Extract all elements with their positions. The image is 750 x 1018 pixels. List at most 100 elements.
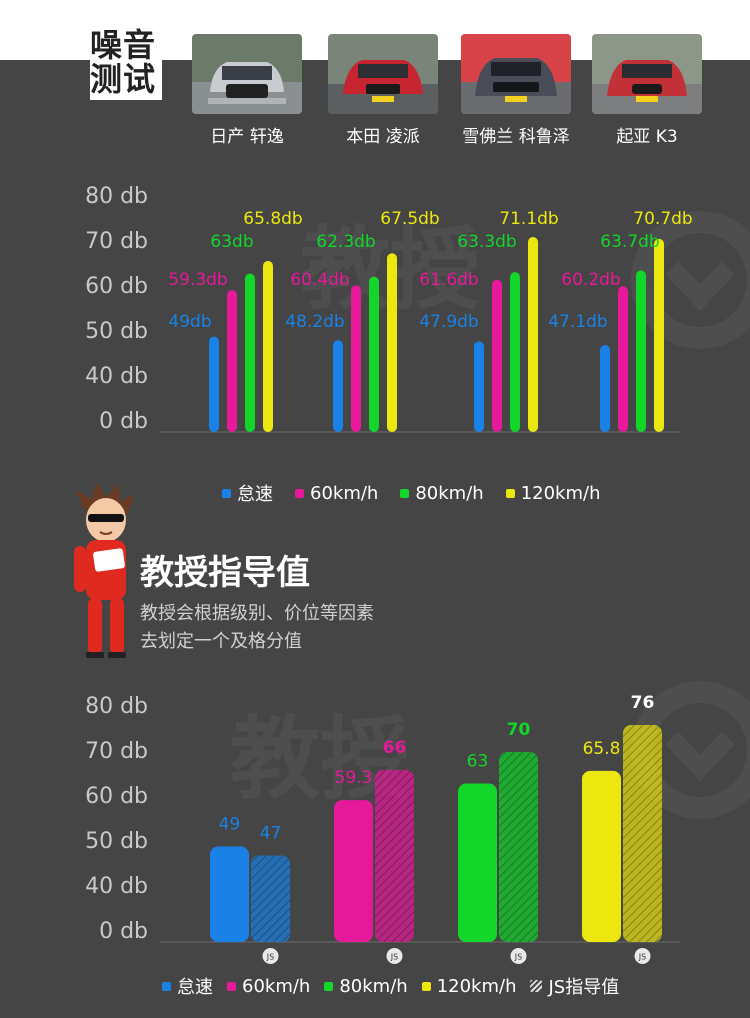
chart1-bar [654, 238, 664, 432]
legend2-label-js-guide: JS指导值 [548, 977, 620, 998]
car-name-kia: 起亚 K3 [616, 127, 678, 147]
chart2-guide-label: 70 [507, 720, 531, 740]
chart1-bar [209, 336, 219, 432]
chart1-bar [636, 270, 646, 432]
car-name-honda: 本田 凌派 [346, 127, 420, 147]
legend-chart1: 怠速 60km/h 80km/h 120km/h [222, 480, 622, 506]
car-photo-kia [592, 34, 702, 114]
guide-description: 教授会根据级别、价位等因素 去划定一个及格分值 [140, 600, 440, 656]
chart1-bar [245, 273, 255, 432]
legend-item-80kmh: 80km/h [400, 482, 484, 504]
chart2-test-label: 65.8 [583, 739, 621, 759]
js-marker-icon [510, 948, 527, 964]
chart1-ytick-label: 60 db [85, 274, 148, 299]
legend2-label-80kmh: 80km/h [339, 975, 408, 997]
chart1-ytick-label: 0 db [99, 409, 148, 434]
chart1-ytick-label: 50 db [85, 319, 148, 344]
chart2-guide-label: 76 [631, 693, 655, 713]
car-name-nissan: 日产 轩逸 [210, 127, 284, 147]
guide-title: 教授指导值 [140, 553, 310, 593]
car-photo-chevrolet [461, 34, 571, 114]
chart1-data-label: 59.3db [168, 270, 227, 290]
js-marker-icon [634, 948, 651, 964]
js-marker-icon [262, 948, 279, 964]
chart1-data-label: 61.6db [419, 270, 478, 290]
js-marker-icon [386, 948, 403, 964]
legend-label-60kmh: 60km/h [310, 482, 379, 504]
legend-label-idle: 怠速 [237, 484, 273, 505]
js-marker-text: JS [514, 953, 522, 962]
legend2-swatch-80kmh [324, 981, 334, 991]
car-photo-nissan [192, 34, 302, 114]
js-marker-text: JS [638, 953, 646, 962]
chart1-data-label: 60.2db [561, 270, 620, 290]
legend-swatch-idle [222, 488, 231, 498]
chart1-data-label: 62.3db [316, 232, 375, 252]
legend2-label-120kmh: 120km/h [436, 975, 517, 997]
legend2-swatch-120kmh [421, 981, 431, 991]
chart2-ytick-label: 80 db [85, 694, 148, 719]
chart1-ytick-label: 70 db [85, 229, 148, 254]
chart1-ytick-label: 80 db [85, 184, 148, 209]
legend2-item-60kmh: 60km/h [227, 976, 310, 997]
js-marker-text: JS [266, 953, 274, 962]
legend-chart2: 怠速 60km/h 80km/h 120km/h JS指导值 [162, 973, 619, 999]
chart2-guide-label: 47 [260, 824, 282, 844]
chart2-test-label: 63 [467, 752, 489, 772]
chart1-bar [263, 260, 273, 432]
legend-label-120kmh: 120km/h [520, 482, 601, 504]
legend-item-120kmh: 120km/h [505, 482, 601, 504]
legend-swatch-60kmh [295, 488, 304, 498]
chart1-data-label: 65.8db [243, 209, 302, 229]
chart1-bar [618, 286, 628, 432]
chart2-ytick-label: 50 db [85, 829, 148, 854]
legend2-label-60kmh: 60km/h [242, 975, 311, 997]
chart1-bar [510, 272, 520, 432]
chart1-data-label: 63.3db [457, 232, 516, 252]
chart1-ytick-label: 40 db [85, 364, 148, 389]
chart2-ytick-label: 0 db [99, 919, 148, 944]
legend-swatch-120kmh [505, 488, 515, 498]
chart2-test-bar [582, 770, 621, 942]
chart2-ytick-label: 40 db [85, 874, 148, 899]
chart1-bar [387, 253, 397, 432]
car-name-chevrolet: 雪佛兰 科鲁泽 [462, 127, 570, 147]
chart1-bar [600, 345, 610, 432]
chart1-data-label: 47.1db [548, 312, 607, 332]
legend2-swatch-idle [162, 981, 171, 991]
chart1-bar [227, 290, 237, 432]
legend2-item-120kmh: 120km/h [421, 975, 517, 997]
chart2-guide-label: 66 [383, 738, 407, 758]
legend-label-80kmh: 80km/h [415, 482, 484, 504]
chart1-data-label: 60.4db [290, 270, 349, 290]
chart1-bar [492, 279, 502, 432]
professor-mascot-icon [74, 482, 134, 658]
chart1-data-label: 63db [210, 232, 253, 252]
chart1-bar [528, 237, 538, 432]
legend-item-idle: 怠速 [222, 480, 273, 506]
title-line1: 噪音 [90, 26, 157, 64]
legend2-swatch-60kmh [227, 981, 236, 991]
chart2-guide-bar-hatch [623, 725, 662, 942]
chart2-ytick-label: 70 db [85, 739, 148, 764]
car-photo-honda [328, 34, 438, 114]
chart2-guide-bar-hatch [251, 855, 290, 942]
chart1-data-label: 63.7db [600, 232, 659, 252]
chart2-test-bar [334, 800, 373, 942]
title-line2: 测试 [90, 60, 157, 98]
chart1-data-label: 71.1db [499, 209, 558, 229]
legend-item-60kmh: 60km/h [295, 483, 378, 504]
legend2-item-js-guide: JS指导值 [530, 973, 619, 999]
legend2-label-idle: 怠速 [177, 977, 213, 998]
chart1-data-label: 47.9db [419, 312, 478, 332]
chart1-data-label: 67.5db [380, 209, 439, 229]
chart2-guide-bar-hatch [499, 752, 538, 942]
chart1-data-label: 48.2db [285, 312, 344, 332]
chart1-bar [351, 285, 361, 432]
chart2-ytick-label: 60 db [85, 784, 148, 809]
chart2-test-label: 59.3 [335, 768, 373, 788]
chart1-bar [333, 340, 343, 432]
chart1-bar [369, 276, 379, 432]
chart2-test-label: 49 [219, 815, 241, 835]
